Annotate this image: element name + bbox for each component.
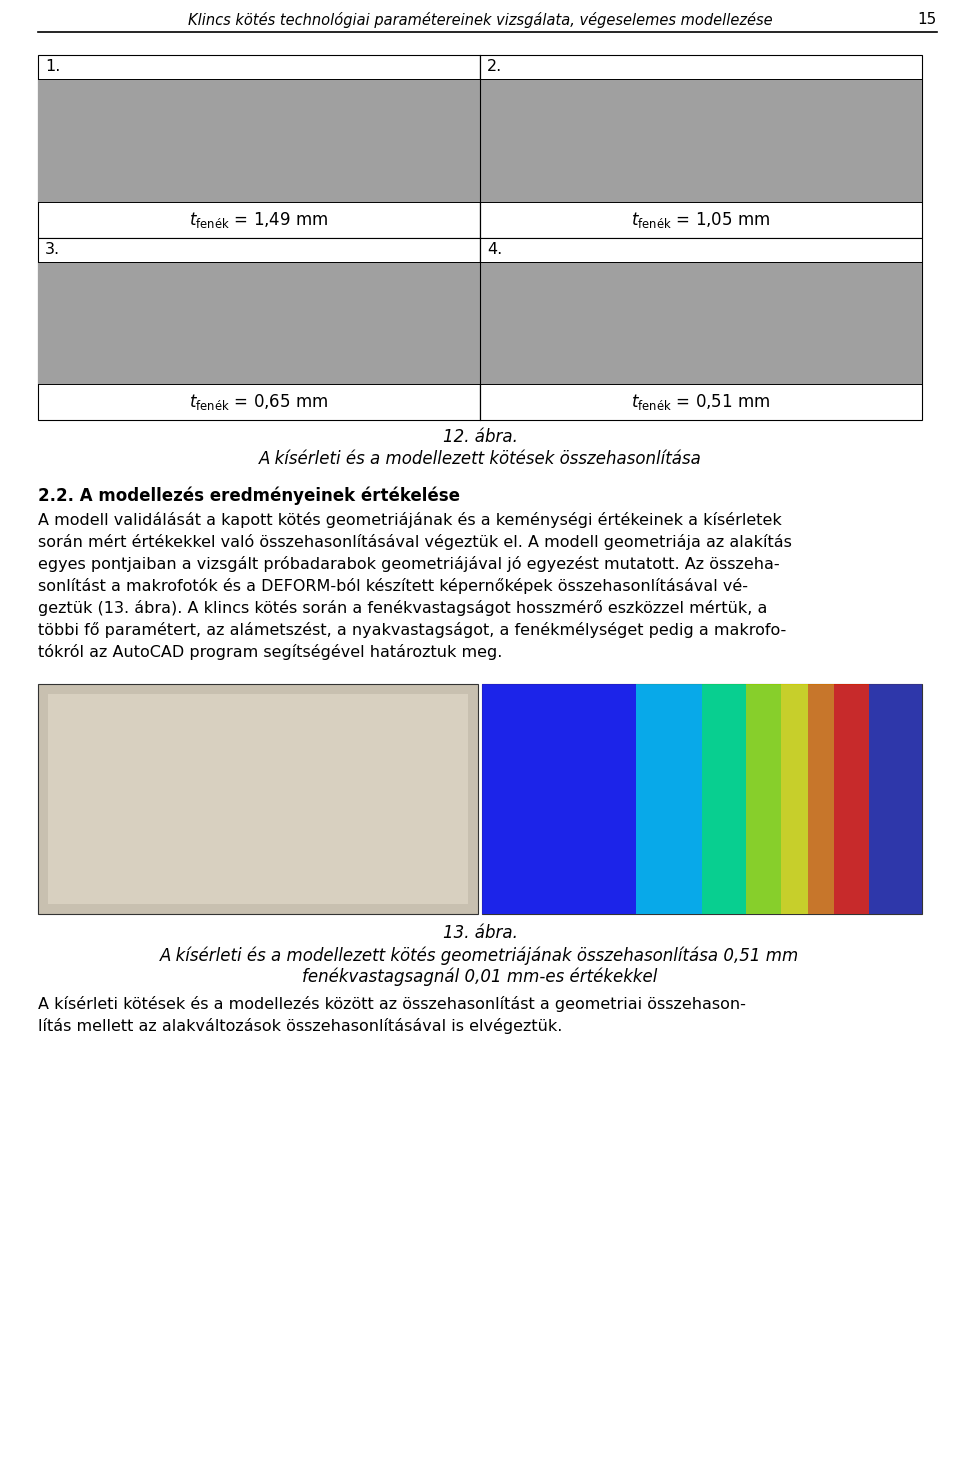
Text: 2.: 2.	[487, 59, 502, 74]
Text: A kísérleti és a modellezett kötés geometriájának összehasonlítása 0,51 mm: A kísérleti és a modellezett kötés geome…	[160, 947, 800, 964]
Text: 15: 15	[918, 12, 937, 26]
Bar	[38, 262, 480, 384]
Bar	[38, 79, 480, 201]
Text: Klincs kötés technológiai paramétereinek vizsgálata, végeselemes modellezése: Klincs kötés technológiai paramétereinek…	[188, 12, 772, 28]
Text: A kísérleti kötések és a modellezés között az összehasonlítást a geometriai össz: A kísérleti kötések és a modellezés közö…	[38, 997, 746, 1011]
Text: A modell validálását a kapott kötés geometriájának és a keménységi értékeinek a : A modell validálását a kapott kötés geom…	[38, 512, 781, 528]
Text: 4.: 4.	[487, 241, 502, 256]
Bar	[781, 684, 807, 914]
Bar	[38, 238, 480, 420]
Text: 1.: 1.	[45, 59, 60, 74]
Text: A kísérleti és a modellezett kötések összehasonlítása: A kísérleti és a modellezett kötések öss…	[258, 450, 702, 467]
Bar	[807, 684, 834, 914]
Text: egyes pontjaiban a vizsgált próbadarabok geometriájával jó egyezést mutatott. Az: egyes pontjaiban a vizsgált próbadarabok…	[38, 556, 780, 572]
Bar	[48, 694, 468, 904]
Bar	[834, 684, 869, 914]
Text: $t_{\mathrm{fenék}}$ = 0,51 mm: $t_{\mathrm{fenék}}$ = 0,51 mm	[632, 392, 771, 412]
Bar	[38, 54, 480, 238]
Text: sonlítást a makrofotók és a DEFORM-ból készített képernőképek összehasonlításáva: sonlítást a makrofotók és a DEFORM-ból k…	[38, 578, 748, 594]
Bar	[482, 684, 636, 914]
Bar	[38, 684, 478, 914]
Bar	[480, 54, 922, 238]
Text: során mért értékekkel való összehasonlításával végeztük el. A modell geometriája: során mért értékekkel való összehasonlít…	[38, 534, 792, 550]
Text: többi fő paramétert, az alámetszést, a nyakvastagságot, a fenékmélységet pedig a: többi fő paramétert, az alámetszést, a n…	[38, 622, 786, 638]
Text: 3.: 3.	[45, 241, 60, 256]
Bar	[480, 238, 922, 420]
Text: $t_{\mathrm{fenék}}$ = 1,49 mm: $t_{\mathrm{fenék}}$ = 1,49 mm	[189, 210, 328, 229]
Bar	[482, 684, 922, 914]
Text: 12. ábra.: 12. ábra.	[443, 428, 517, 445]
Bar	[702, 684, 746, 914]
Text: tókról az AutoCAD program segítségével határoztuk meg.: tókról az AutoCAD program segítségével h…	[38, 644, 502, 660]
Bar	[480, 262, 922, 384]
Bar	[746, 684, 781, 914]
Text: $t_{\mathrm{fenék}}$ = 1,05 mm: $t_{\mathrm{fenék}}$ = 1,05 mm	[632, 210, 771, 229]
Text: 13. ábra.: 13. ábra.	[443, 925, 517, 942]
Text: lítás mellett az alakváltozások összehasonlításával is elvégeztük.: lítás mellett az alakváltozások összehas…	[38, 1019, 563, 1033]
Text: 2.2. A modellezés eredményeinek értékelése: 2.2. A modellezés eredményeinek értékelé…	[38, 487, 460, 504]
Bar	[480, 79, 922, 201]
Bar	[869, 684, 922, 914]
Text: geztük (13. ábra). A klincs kötés során a fenékvastagságot hosszmérő eszközzel m: geztük (13. ábra). A klincs kötés során …	[38, 600, 767, 616]
Bar	[636, 684, 702, 914]
Text: fenékvastagsagnál 0,01 mm-es értékekkel: fenékvastagsagnál 0,01 mm-es értékekkel	[302, 969, 658, 986]
Text: $t_{\mathrm{fenék}}$ = 0,65 mm: $t_{\mathrm{fenék}}$ = 0,65 mm	[189, 392, 328, 412]
